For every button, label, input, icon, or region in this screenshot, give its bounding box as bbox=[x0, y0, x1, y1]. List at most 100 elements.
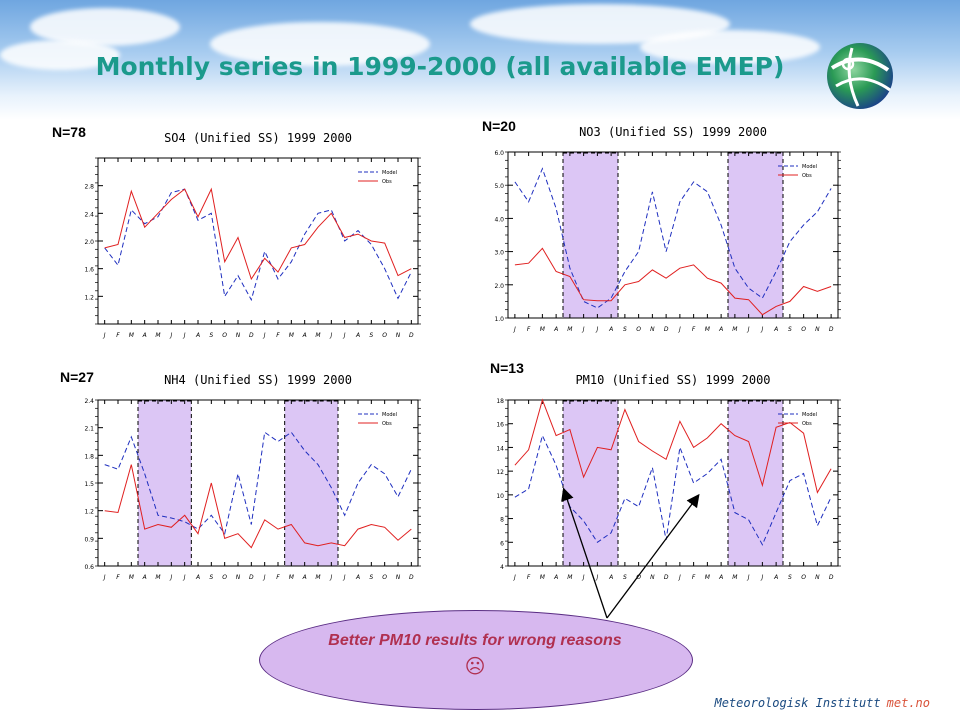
x-tick-label: S bbox=[209, 574, 213, 581]
x-tick-label: S bbox=[369, 574, 373, 581]
x-tick-label: M bbox=[289, 574, 295, 581]
x-tick-label: J bbox=[263, 332, 266, 339]
x-tick-label: J bbox=[343, 574, 346, 581]
chart-pm10-svg: PM10 (Unified SS) 1999 2000 4 6 8 10 12 14 16 18… bbox=[496, 373, 841, 581]
cloud-shape bbox=[30, 8, 180, 46]
x-tick-label: A bbox=[553, 574, 558, 581]
x-tick-label: A bbox=[553, 326, 558, 333]
x-tick-label: D bbox=[249, 332, 254, 339]
x-tick-label: O bbox=[382, 332, 387, 339]
x-tick-label: O bbox=[382, 574, 387, 581]
x-tick-label: M bbox=[567, 574, 573, 581]
series-model-line bbox=[514, 167, 832, 309]
footer-institute: Meteorologisk Institutt bbox=[714, 696, 881, 710]
chart-so4: SO4 (Unified SS) 1999 2000 1.2 1.6 2.0 2.4 2.… bbox=[70, 128, 430, 348]
x-tick-label: A bbox=[302, 574, 307, 581]
x-tick-label: M bbox=[705, 326, 711, 333]
y-tick-label: 18 bbox=[496, 398, 504, 405]
legend-label: Model bbox=[802, 164, 817, 170]
x-tick-label: A bbox=[195, 574, 200, 581]
x-tick-label: N bbox=[815, 326, 820, 333]
shaded-period bbox=[728, 152, 783, 318]
sad-face-icon: ☹ bbox=[464, 654, 486, 678]
series-model-line bbox=[104, 188, 412, 302]
x-tick-label: J bbox=[183, 332, 186, 339]
shaded-period bbox=[728, 400, 783, 566]
series-obs-line bbox=[104, 464, 412, 549]
series-obs-line bbox=[514, 398, 832, 494]
x-tick-label: J bbox=[678, 326, 681, 333]
x-tick-label: J bbox=[760, 326, 763, 333]
x-tick-label: J bbox=[343, 332, 346, 339]
x-tick-label: N bbox=[396, 332, 401, 339]
x-tick-label: O bbox=[801, 574, 806, 581]
arrow-to-model-2000 bbox=[606, 493, 700, 619]
x-tick-label: A bbox=[142, 332, 147, 339]
y-tick-label: 2.4 bbox=[84, 398, 94, 405]
x-tick-label: F bbox=[276, 332, 280, 339]
n-label-pm10: N=13 bbox=[490, 360, 524, 376]
chart-title: NH4 (Unified SS) 1999 2000 bbox=[164, 373, 352, 387]
x-tick-label: S bbox=[788, 326, 792, 333]
x-tick-label: M bbox=[129, 332, 135, 339]
y-tick-label: 4 bbox=[500, 564, 504, 571]
x-tick-label: J bbox=[513, 574, 516, 581]
y-tick-label: 2.0 bbox=[494, 283, 504, 290]
x-tick-label: F bbox=[527, 326, 531, 333]
x-tick-label: F bbox=[276, 574, 280, 581]
x-tick-label: S bbox=[209, 332, 213, 339]
x-tick-label: A bbox=[608, 574, 613, 581]
x-tick-label: J bbox=[329, 574, 332, 581]
y-tick-label: 1.6 bbox=[84, 267, 94, 274]
legend-label: Obs bbox=[382, 179, 392, 185]
x-tick-label: J bbox=[747, 574, 750, 581]
x-tick-label: N bbox=[650, 574, 655, 581]
x-tick-label: J bbox=[582, 326, 585, 333]
x-tick-label: M bbox=[155, 574, 161, 581]
x-tick-label: F bbox=[692, 574, 696, 581]
x-tick-label: J bbox=[582, 574, 585, 581]
footer-credit: Meteorologisk Institutt met.no bbox=[714, 696, 930, 710]
x-tick-label: J bbox=[595, 326, 598, 333]
x-tick-label: N bbox=[236, 332, 241, 339]
x-tick-label: A bbox=[718, 326, 723, 333]
x-tick-label: J bbox=[263, 574, 266, 581]
cloud-shape bbox=[640, 30, 820, 64]
x-tick-label: A bbox=[608, 326, 613, 333]
x-tick-label: S bbox=[623, 326, 627, 333]
y-tick-label: 6 bbox=[500, 540, 504, 547]
x-tick-label: J bbox=[103, 574, 106, 581]
y-tick-label: 0.9 bbox=[84, 536, 94, 543]
y-tick-label: 8 bbox=[500, 517, 504, 524]
cloud-shape bbox=[0, 40, 120, 70]
legend-label: Model bbox=[382, 170, 397, 176]
series-obs-line bbox=[104, 187, 412, 281]
y-tick-label: 0.6 bbox=[84, 564, 94, 571]
y-tick-label: 6.0 bbox=[494, 150, 504, 157]
x-tick-label: A bbox=[302, 332, 307, 339]
chart-no3-svg: NO3 (Unified SS) 1999 2000 1.0 2.0 3.0 4.0 5.… bbox=[494, 125, 841, 333]
legend-label: Model bbox=[802, 412, 817, 418]
x-tick-label: O bbox=[636, 574, 641, 581]
n-label-no3: N=20 bbox=[482, 118, 516, 134]
y-tick-label: 3.0 bbox=[494, 250, 504, 257]
x-tick-label: J bbox=[329, 332, 332, 339]
x-tick-label: J bbox=[169, 574, 172, 581]
x-tick-label: A bbox=[355, 332, 360, 339]
x-tick-label: M bbox=[289, 332, 295, 339]
y-tick-label: 1.0 bbox=[494, 316, 504, 323]
x-tick-label: D bbox=[409, 332, 414, 339]
x-tick-label: N bbox=[396, 574, 401, 581]
x-tick-label: A bbox=[773, 326, 778, 333]
x-tick-label: F bbox=[527, 574, 531, 581]
x-tick-label: J bbox=[183, 574, 186, 581]
x-tick-label: O bbox=[222, 574, 227, 581]
x-tick-label: A bbox=[142, 574, 147, 581]
series-model-line bbox=[104, 431, 412, 535]
y-tick-label: 14 bbox=[496, 445, 504, 452]
callout-text: Better PM10 results for wrong reasons bbox=[328, 632, 622, 649]
chart-nh4: NH4 (Unified SS) 1999 2000 0.6 0.9 1.2 1.5 1.… bbox=[70, 370, 430, 590]
x-tick-label: J bbox=[747, 326, 750, 333]
met-logo bbox=[827, 43, 893, 109]
